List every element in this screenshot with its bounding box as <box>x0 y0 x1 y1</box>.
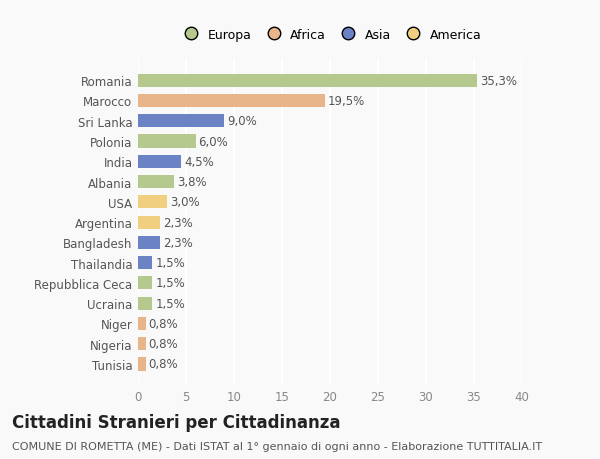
Text: 1,5%: 1,5% <box>155 277 185 290</box>
Bar <box>138 257 152 269</box>
Text: Cittadini Stranieri per Cittadinanza: Cittadini Stranieri per Cittadinanza <box>12 413 341 431</box>
Text: 35,3%: 35,3% <box>480 74 517 88</box>
Bar <box>138 74 477 88</box>
Bar <box>138 277 152 290</box>
Text: 9,0%: 9,0% <box>227 115 257 128</box>
Text: 6,0%: 6,0% <box>199 135 228 148</box>
Text: 19,5%: 19,5% <box>328 95 365 108</box>
Text: 1,5%: 1,5% <box>155 257 185 269</box>
Text: 2,3%: 2,3% <box>163 236 193 249</box>
Text: 0,8%: 0,8% <box>149 317 178 330</box>
Text: 1,5%: 1,5% <box>155 297 185 310</box>
Bar <box>138 176 175 189</box>
Legend: Europa, Africa, Asia, America: Europa, Africa, Asia, America <box>173 23 487 46</box>
Text: 3,0%: 3,0% <box>170 196 199 209</box>
Bar <box>138 196 167 209</box>
Bar <box>138 358 146 371</box>
Bar <box>138 216 160 229</box>
Bar <box>138 337 146 351</box>
Bar <box>138 297 152 310</box>
Bar <box>138 156 181 168</box>
Bar <box>138 135 196 148</box>
Text: 2,3%: 2,3% <box>163 216 193 229</box>
Text: 0,8%: 0,8% <box>149 358 178 371</box>
Bar <box>138 236 160 249</box>
Bar <box>138 95 325 108</box>
Text: COMUNE DI ROMETTA (ME) - Dati ISTAT al 1° gennaio di ogni anno - Elaborazione TU: COMUNE DI ROMETTA (ME) - Dati ISTAT al 1… <box>12 441 542 451</box>
Bar <box>138 317 146 330</box>
Bar <box>138 115 224 128</box>
Text: 0,8%: 0,8% <box>149 337 178 350</box>
Text: 3,8%: 3,8% <box>178 176 207 189</box>
Text: 4,5%: 4,5% <box>184 156 214 168</box>
